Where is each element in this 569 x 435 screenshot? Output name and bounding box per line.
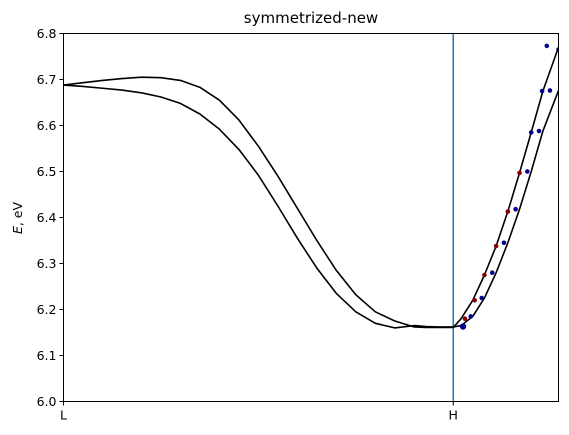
data-point-marker (556, 47, 559, 52)
data-point-marker (536, 128, 542, 134)
x-tick-label: H (449, 408, 458, 423)
data-point-marker (493, 243, 499, 249)
data-point-marker (459, 323, 467, 330)
y-tick-label: 6.6 (37, 118, 57, 133)
data-point-marker (505, 209, 511, 214)
plot-frame (63, 33, 559, 402)
band-line-2 (63, 84, 559, 329)
y-axis-label: E, eV (10, 202, 25, 235)
data-point-marker (517, 170, 522, 176)
data-point-marker (525, 169, 530, 174)
y-tick-label: 6.3 (37, 256, 57, 271)
data-point-marker (547, 88, 553, 93)
data-point-marker (501, 240, 507, 246)
band-line-1 (63, 47, 559, 329)
data-point-marker (482, 272, 487, 278)
y-tick-label: 6.0 (37, 394, 57, 409)
data-point-marker (472, 298, 478, 303)
x-tick-label: L (60, 408, 67, 423)
data-point-marker (462, 316, 468, 322)
y-tick-label: 6.5 (37, 164, 57, 179)
y-tick-label: 6.7 (37, 72, 57, 87)
y-axis-ticks: 6.0 6.1 6.2 6.3 6.4 6.5 6.6 6.7 6.8 (37, 26, 64, 409)
data-point-marker (513, 206, 518, 212)
y-tick-label: 6.4 (37, 210, 57, 225)
data-point-marker (528, 130, 534, 135)
data-point-marker (468, 314, 474, 319)
y-tick-label: 6.8 (37, 26, 57, 41)
data-point-marker (479, 295, 485, 301)
data-point-marker (544, 43, 550, 49)
data-point-marker (489, 270, 495, 276)
chart-title: symmetrized-new (244, 9, 378, 27)
data-point-marker (539, 88, 545, 94)
y-tick-label: 6.2 (37, 302, 57, 317)
y-tick-label: 6.1 (37, 348, 57, 363)
